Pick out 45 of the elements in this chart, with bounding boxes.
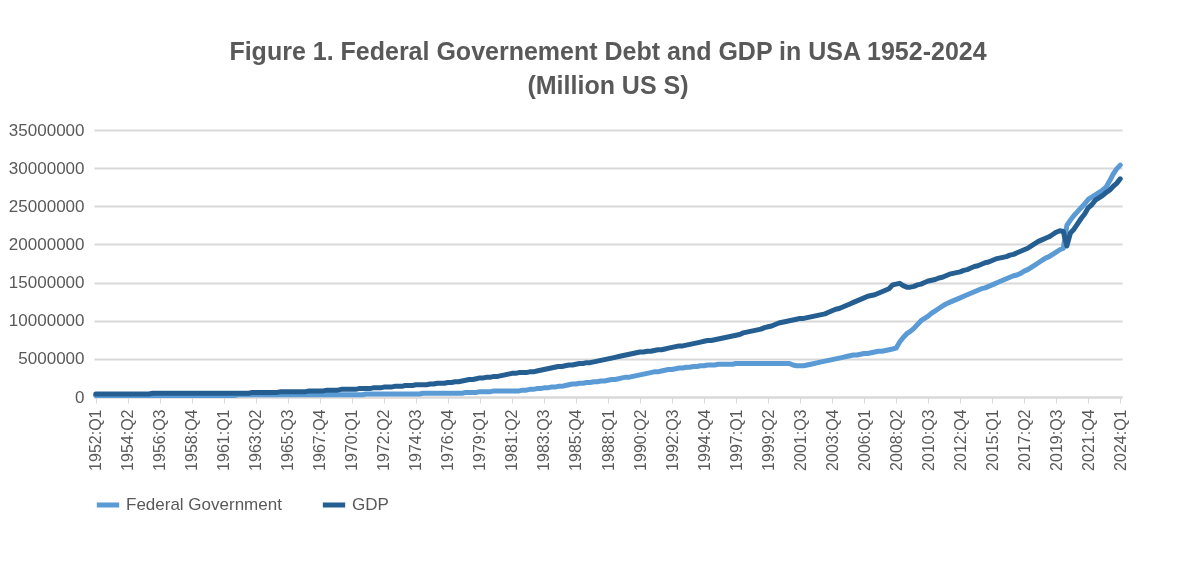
y-tick-label: 25000000 xyxy=(8,196,85,216)
x-tick-label: 2017:Q2 xyxy=(1015,409,1033,471)
x-tick-label: 2012:Q4 xyxy=(951,409,969,471)
x-tick-label: 2008:Q2 xyxy=(887,409,905,471)
x-tick-label: 1979:Q1 xyxy=(471,409,489,471)
y-tick-label: 5000000 xyxy=(18,349,85,369)
x-tick-label: 1988:Q1 xyxy=(599,409,617,471)
x-tick-label: 1981:Q2 xyxy=(503,409,521,471)
x-tick-label: 2019:Q3 xyxy=(1047,409,1065,471)
x-tick-label: 1967:Q4 xyxy=(311,409,329,471)
x-tick-label: 1976:Q4 xyxy=(439,409,457,471)
x-tick-label: 2003:Q4 xyxy=(823,409,841,471)
x-tick-label: 1985:Q4 xyxy=(567,409,585,471)
text: (Million US S) xyxy=(527,71,689,99)
x-tick-label: 1983:Q3 xyxy=(535,409,553,471)
x-tick-label: 2024:Q1 xyxy=(1111,409,1129,471)
y-tick-label: 0 xyxy=(75,387,85,407)
y-tick-label: 35000000 xyxy=(8,120,85,140)
x-tick-label: 1963:Q2 xyxy=(247,409,265,471)
x-tick-label: 2006:Q1 xyxy=(855,409,873,471)
x-tick-label: 1994:Q4 xyxy=(695,409,713,471)
y-tick-label: 10000000 xyxy=(8,311,85,331)
x-tick-label: 1958:Q4 xyxy=(183,409,201,471)
x-tick-label: 1956:Q3 xyxy=(151,409,169,471)
x-tick-label: 1952:Q1 xyxy=(87,409,105,471)
x-tick-label: 1999:Q2 xyxy=(759,409,777,471)
legend-label: GDP xyxy=(352,495,389,514)
x-tick-label: 1954:Q2 xyxy=(119,409,137,471)
x-tick-label: 2010:Q3 xyxy=(919,409,937,471)
y-tick-label: 30000000 xyxy=(8,158,85,178)
x-tick-label: 1961:Q1 xyxy=(215,409,233,471)
x-tick-label: 1990:Q2 xyxy=(631,409,649,471)
x-tick-label: 2021:Q4 xyxy=(1079,409,1097,471)
x-tick-label: 2001:Q3 xyxy=(791,409,809,471)
x-tick-label: 1997:Q1 xyxy=(727,409,745,471)
x-tick-label: 1965:Q3 xyxy=(279,409,297,471)
x-tick-label: 1974:Q3 xyxy=(407,409,425,471)
x-tick-label: 2015:Q1 xyxy=(983,409,1001,471)
y-tick-label: 20000000 xyxy=(8,234,85,254)
y-tick-label: 15000000 xyxy=(8,273,85,293)
text: Figure 1. Federal Governement Debt and GDP in USA 1952-2024 xyxy=(229,37,987,65)
x-tick-label: 1992:Q3 xyxy=(663,409,681,471)
x-tick-label: 1970:Q1 xyxy=(343,409,361,471)
legend-label: Federal Government xyxy=(126,495,283,514)
x-tick-label: 1972:Q2 xyxy=(375,409,393,471)
